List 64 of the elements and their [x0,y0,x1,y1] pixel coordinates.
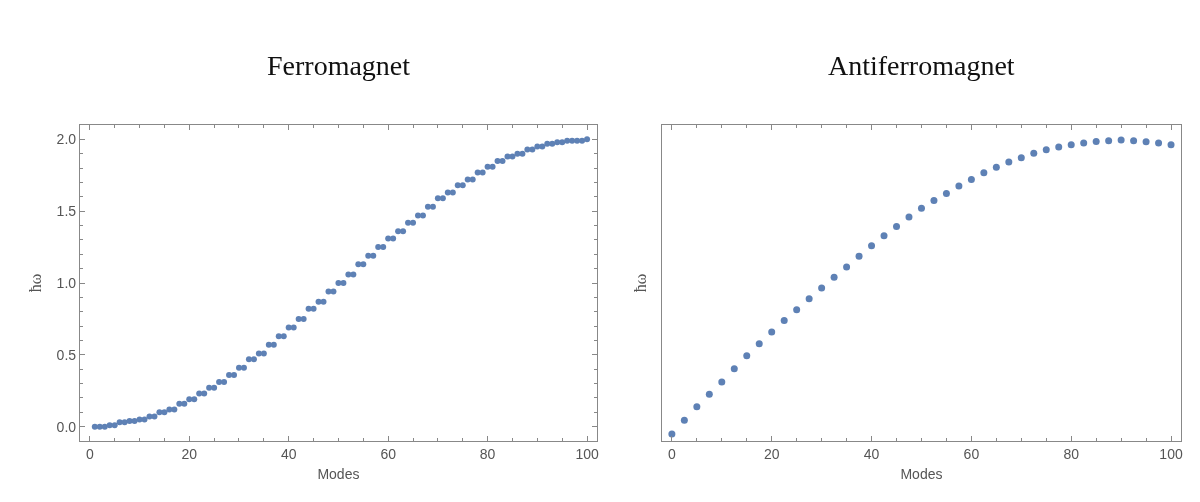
point [1142,138,1150,146]
point [680,416,688,424]
point [967,175,975,183]
point [1030,149,1038,157]
point [1167,141,1175,149]
x-tick-label: 0 [85,445,94,462]
point [1080,139,1088,147]
point [905,213,913,221]
point [668,430,676,438]
x-tick-label: 20 [181,445,198,462]
point [1042,146,1050,154]
point [893,222,901,230]
x-tick-label: 80 [479,445,496,462]
point [793,306,801,314]
point [955,182,963,190]
point [1130,137,1138,145]
point [942,190,950,198]
point [868,242,876,250]
point [830,273,838,281]
point [730,365,738,373]
point [1117,136,1125,144]
point [980,169,988,177]
y-tick-label: 0.0 [56,418,77,435]
point [1067,141,1075,149]
chart-title: Antiferromagnet [828,50,1015,81]
y-axis-title: ħω [27,273,45,293]
x-tick-label: 80 [1063,445,1080,462]
y-tick-label: 0.5 [56,346,77,363]
point [1005,158,1013,166]
y-tick-label: 2.0 [56,131,77,148]
x-tick-label: 60 [963,445,980,462]
point [1155,139,1163,147]
chart-title: Ferromagnet [267,50,411,81]
point [693,403,701,411]
point [1017,154,1025,162]
x-tick-label: 40 [863,445,880,462]
x-tick-label: 100 [575,445,599,462]
y-tick-label: 1.5 [56,203,77,220]
y-tick-label: 1.0 [56,274,77,291]
y-axis-title: ħω [631,273,649,293]
point [1105,137,1113,145]
point [718,378,726,386]
point [930,197,938,205]
point [992,163,1000,171]
point [780,317,788,325]
point [1055,143,1063,151]
x-tick-label: 60 [380,445,397,462]
x-axis-title: Modes [900,466,943,483]
x-tick-label: 100 [1159,445,1183,462]
point [917,204,925,212]
point [768,328,776,336]
point [743,352,751,360]
point [818,284,826,292]
point [1092,138,1100,146]
point [705,390,713,398]
point [843,263,851,271]
point [880,232,888,240]
point [855,252,863,260]
point [755,340,763,348]
x-tick-label: 40 [280,445,297,462]
x-tick-label: 0 [667,445,676,462]
x-tick-label: 20 [763,445,780,462]
point [805,295,813,303]
x-axis-title: Modes [317,466,360,483]
